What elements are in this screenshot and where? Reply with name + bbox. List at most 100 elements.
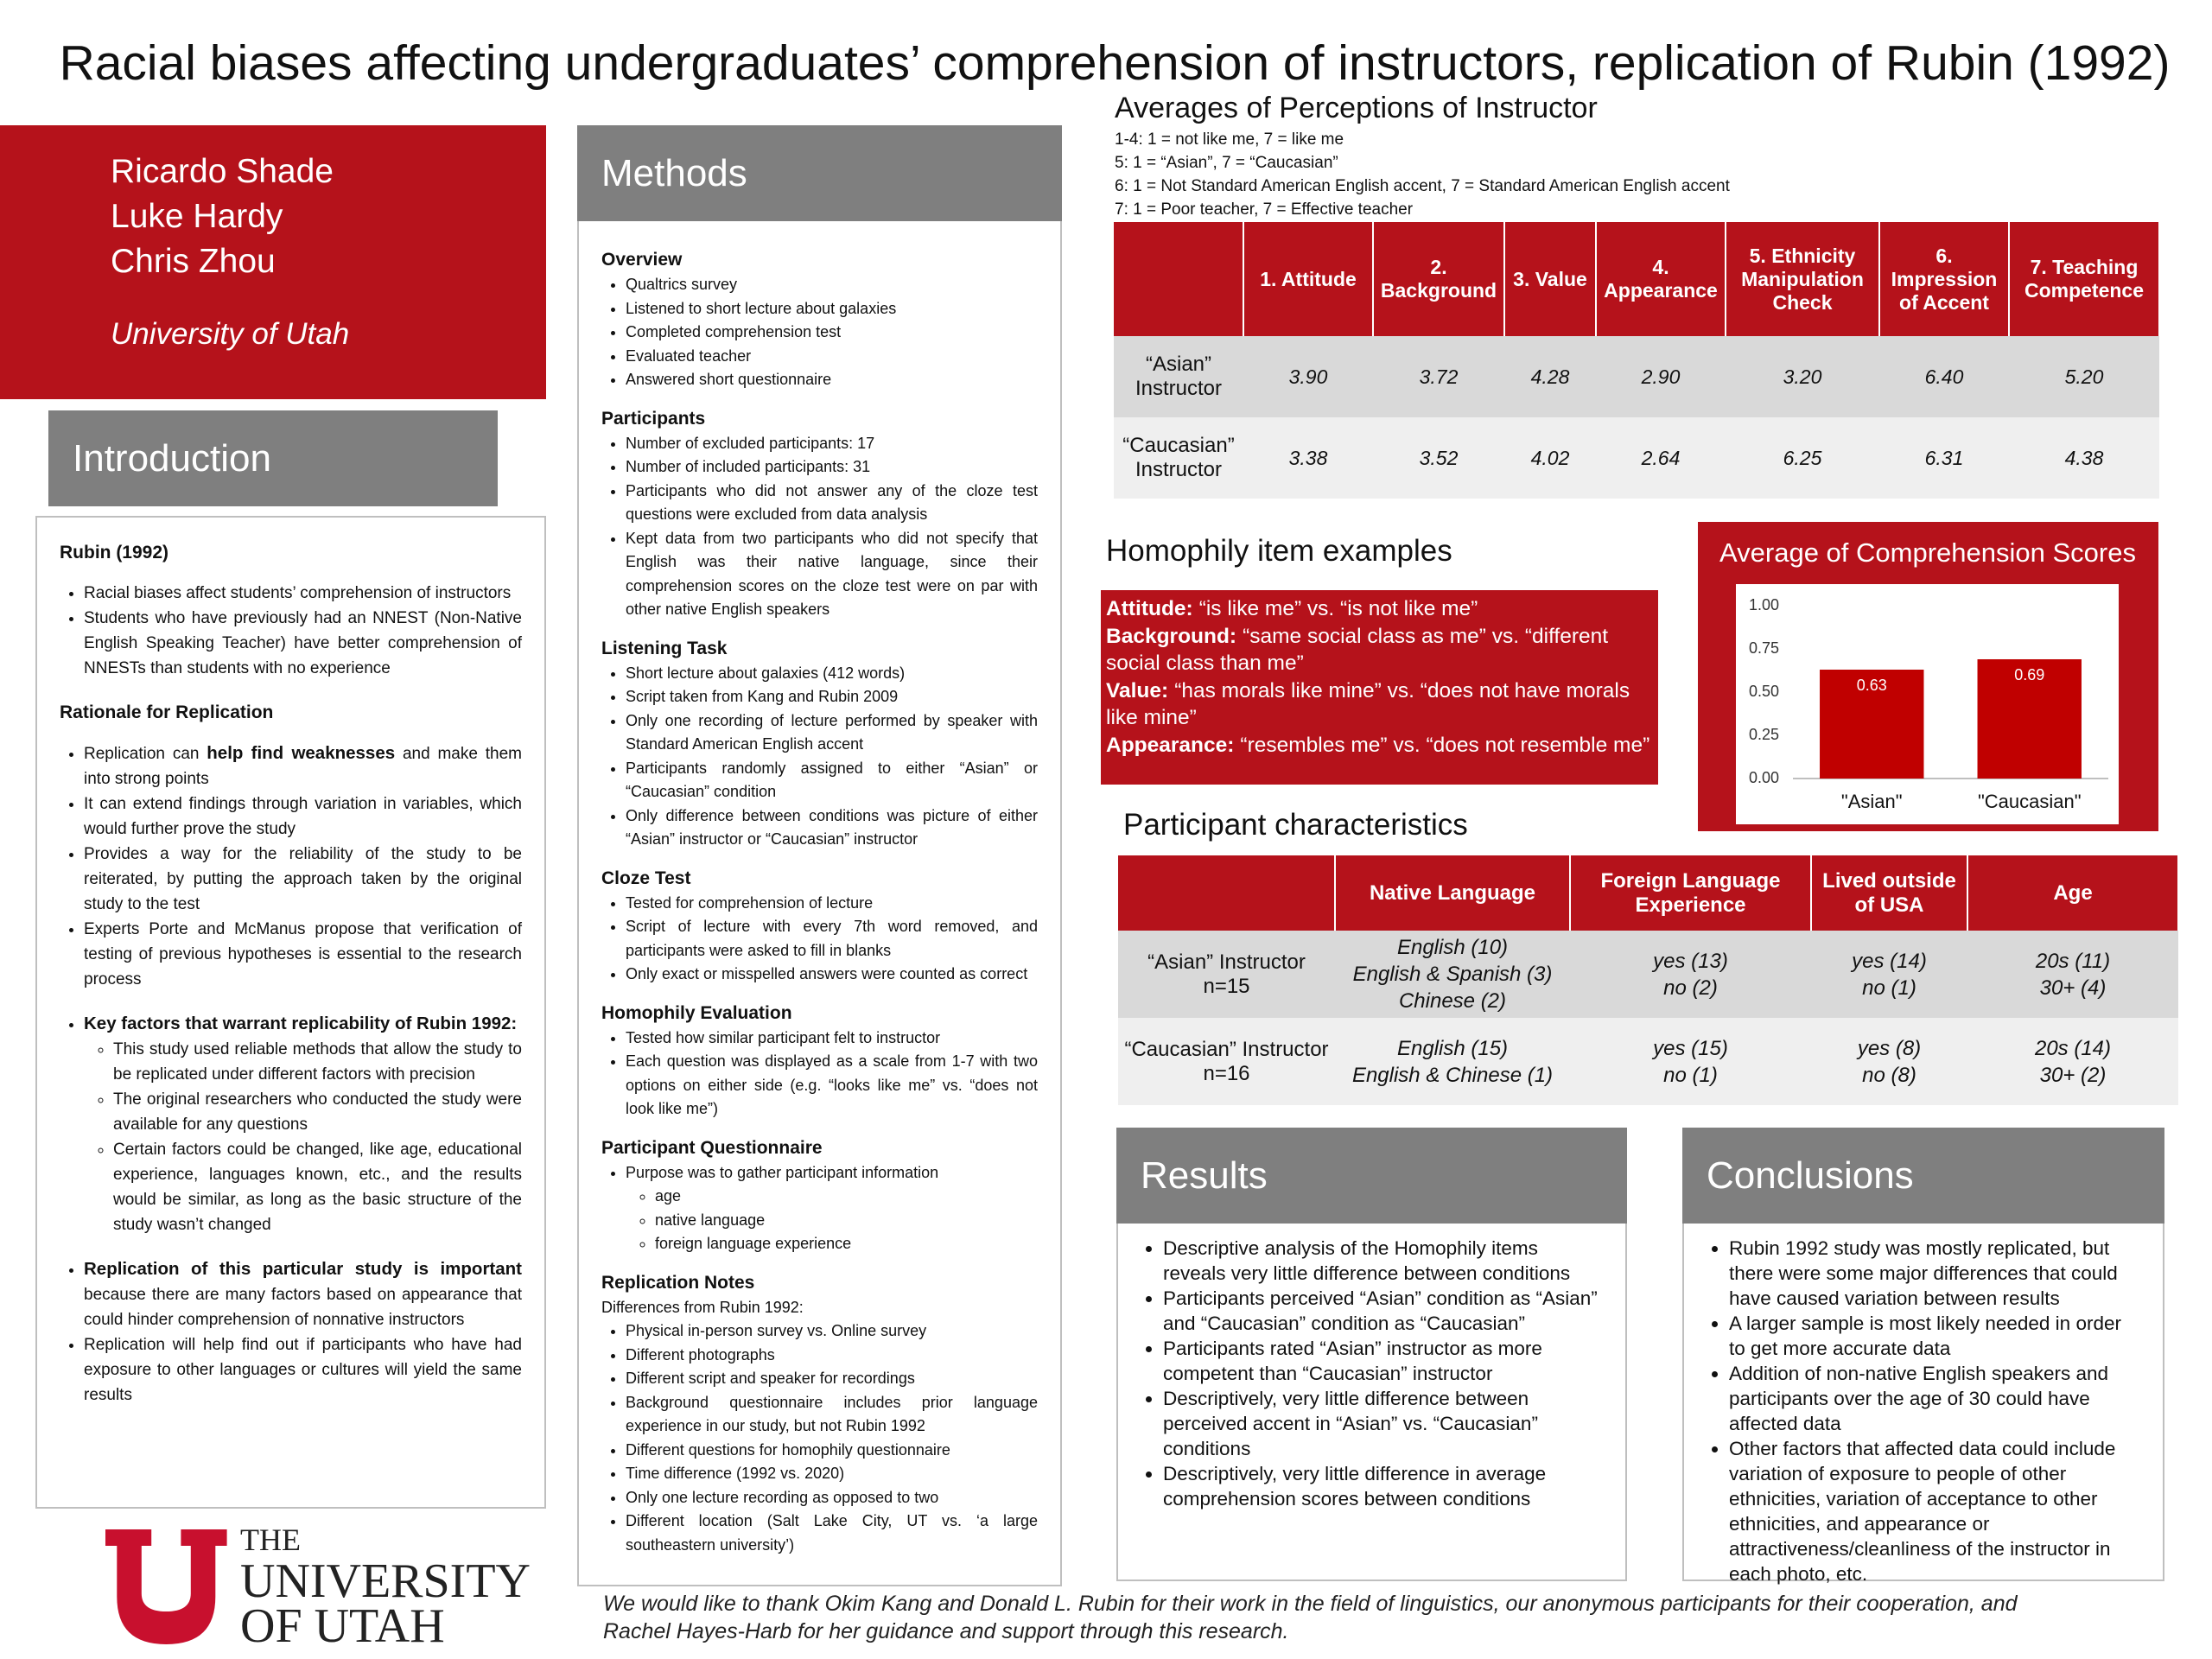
methods-heading: Participants	[601, 408, 706, 429]
list-item: Tested for comprehension of lecture	[626, 892, 1038, 916]
cell-line: 20s (14)	[2034, 1036, 2112, 1060]
text-run: Replication can	[84, 745, 207, 763]
table-row: “Asian” Instructor 3.90 3.72 4.28 2.90 3.20 6.…	[1114, 336, 2159, 417]
intro-block: Key factors that warrant replicability o…	[60, 1011, 522, 1237]
list-item: Participants randomly assigned to either…	[626, 757, 1038, 804]
cell-line: English (15)	[1396, 1036, 1509, 1060]
methods-section: Participants Number of excluded participa…	[601, 406, 1038, 622]
table-row: “Asian” Instructor n=15 English (10) Englis…	[1118, 931, 2178, 1018]
homophily-label: Appearance:	[1106, 733, 1235, 757]
table-title: Averages of Perceptions of Instructor	[1115, 92, 1598, 124]
cell-line: 30+ (2)	[2039, 1063, 2107, 1087]
header-row: Native Language Foreign Language Experien…	[1118, 855, 2179, 931]
table-cell: 20s (11) 30+ (4)	[1967, 931, 2178, 1018]
table-cell: 6.25	[1783, 446, 1822, 469]
column-header: 2. Background	[1373, 222, 1505, 336]
row-label-line: n=16	[1203, 1061, 1250, 1085]
poster-title: Racial biases affecting undergraduates’ …	[59, 35, 2171, 91]
table-cell: English (10) English & Spanish (3) Chinese…	[1335, 931, 1570, 1018]
x-tick-label: "Caucasian"	[1978, 791, 2082, 812]
table-title: Participant characteristics	[1123, 808, 1468, 842]
bullet-list: Purpose was to gather participant inform…	[601, 1161, 1038, 1256]
list-item: Physical in-person survey vs. Online sur…	[626, 1319, 1038, 1344]
methods-section: Replication Notes Differences from Rubin …	[601, 1270, 1038, 1558]
author-name: Luke Hardy	[111, 198, 283, 235]
cell-line: no (1)	[1663, 1063, 1718, 1087]
methods-section: Overview Qualtrics surveyListened to shor…	[601, 247, 1038, 392]
text-run: because there are many factors based on …	[84, 1286, 522, 1329]
homophily-text: “has morals like mine” vs. “does not hav…	[1106, 678, 1630, 730]
list-item: Descriptively, very little difference be…	[1163, 1386, 1605, 1461]
list-item: Number of included participants: 31	[626, 455, 1038, 480]
cell-line: 30+ (4)	[2039, 976, 2107, 1000]
bar	[1820, 670, 1924, 779]
list-item: Answered short questionnaire	[626, 368, 1038, 392]
list-item: Different questions for homophily questi…	[626, 1439, 1038, 1463]
affiliation: University of Utah	[111, 317, 350, 351]
table-cell: 6.40	[1924, 365, 1964, 388]
homophily-label: Value:	[1106, 678, 1169, 702]
list-item: Evaluated teacher	[626, 345, 1038, 369]
methods-section: Cloze Test Tested for comprehension of le…	[601, 866, 1038, 987]
list-item: Different location (Salt Lake City, UT v…	[626, 1510, 1038, 1557]
column-header: Foreign Language Experience	[1570, 855, 1812, 931]
list-item: Short lecture about galaxies (412 words)	[626, 662, 1038, 686]
sub-list: This study used reliable methods that al…	[84, 1037, 522, 1237]
row-label-line: “Asian” Instructor	[1147, 950, 1306, 974]
section-header: Conclusions	[1682, 1128, 2164, 1224]
table-cell: 3.38	[1288, 446, 1328, 469]
bar	[1977, 659, 2082, 779]
logo-text: UNIVERSITY	[240, 1554, 531, 1608]
table-cell: 6.31	[1924, 446, 1964, 469]
sub-item: Certain factors could be changed, like a…	[113, 1137, 522, 1237]
table-cell: 3.20	[1783, 365, 1822, 388]
intro-block: Rationale for Replication Replication can…	[60, 700, 522, 992]
list-item: Participants perceived “Asian” condition…	[1163, 1286, 1605, 1336]
list-item: Students who have previously had an NNES…	[84, 606, 522, 681]
chart-title: Average of Comprehension Scores	[1719, 537, 2136, 568]
cell-line: no (2)	[1663, 976, 1718, 1000]
homophily-item: Attitude: “is like me” vs. “is not like m…	[1106, 595, 1653, 623]
homophily-label: Background:	[1106, 624, 1237, 648]
homophily-text: “resembles me” vs. “does not resemble me…	[1240, 733, 1650, 757]
column-header: 5. Ethnicity Manipulation Check	[1726, 222, 1880, 336]
y-tick-label: 0.25	[1749, 726, 1779, 743]
list-item: Number of excluded participants: 17	[626, 432, 1038, 456]
intro-heading: Rubin (1992)	[60, 543, 169, 563]
x-tick-label: "Asian"	[1841, 791, 1903, 812]
bold-text: help find weaknesses	[207, 743, 396, 763]
column-header: 3. Value	[1504, 222, 1597, 336]
conclusions-panel: Rubin 1992 study was mostly replicated, …	[1682, 1224, 2164, 1585]
methods-heading: Overview	[601, 250, 683, 270]
cell-line: English & Chinese (1)	[1351, 1063, 1554, 1087]
methods-heading: Participant Questionnaire	[601, 1137, 823, 1158]
table-cell: 5.20	[2064, 365, 2104, 388]
homophily-title: Homophily item examples	[1106, 534, 1452, 568]
sub-item: foreign language experience	[655, 1232, 1038, 1256]
cell-line: no (1)	[1862, 976, 1916, 1000]
list-item: Each question was displayed as a scale f…	[626, 1050, 1038, 1122]
list-item: Only one recording of lecture performed …	[626, 709, 1038, 757]
header-row: 1. Attitude 2. Background 3. Value 4. Appea…	[1114, 222, 2160, 336]
sub-item: age	[655, 1185, 1038, 1209]
row-label-line: “Caucasian” Instructor	[1124, 1037, 1329, 1061]
cell-line: 20s (11)	[2035, 949, 2111, 973]
author-box: Ricardo Shade Luke Hardy Chris Zhou Univers…	[0, 125, 546, 399]
homophily-box: Attitude: “is like me” vs. “is not like m…	[1101, 590, 1658, 785]
column-header: Native Language	[1335, 855, 1571, 931]
bullet-list: Tested how similar participant felt to i…	[601, 1027, 1038, 1122]
sub-item: This study used reliable methods that al…	[113, 1037, 522, 1087]
intro-block: Rubin (1992) Racial biases affect student…	[60, 540, 522, 681]
logo-mark	[105, 1529, 227, 1644]
bullet-list: Number of excluded participants: 17Numbe…	[601, 432, 1038, 622]
table-cell: 4.38	[2064, 446, 2104, 469]
text-run: Purpose was to gather participant inform…	[626, 1163, 939, 1181]
homophily-item: Appearance: “resembles me” vs. “does not …	[1106, 732, 1653, 760]
list-item: Only exact or misspelled answers were co…	[626, 963, 1038, 987]
homophily-item: Value: “has morals like mine” vs. “does n…	[1106, 677, 1653, 732]
column-header: 4. Appearance	[1596, 222, 1726, 336]
list-item: Provides a way for the reliability of th…	[84, 842, 522, 917]
results-panel: Descriptive analysis of the Homophily it…	[1116, 1224, 1627, 1581]
list-item: Participants who did not answer any of t…	[626, 480, 1038, 527]
